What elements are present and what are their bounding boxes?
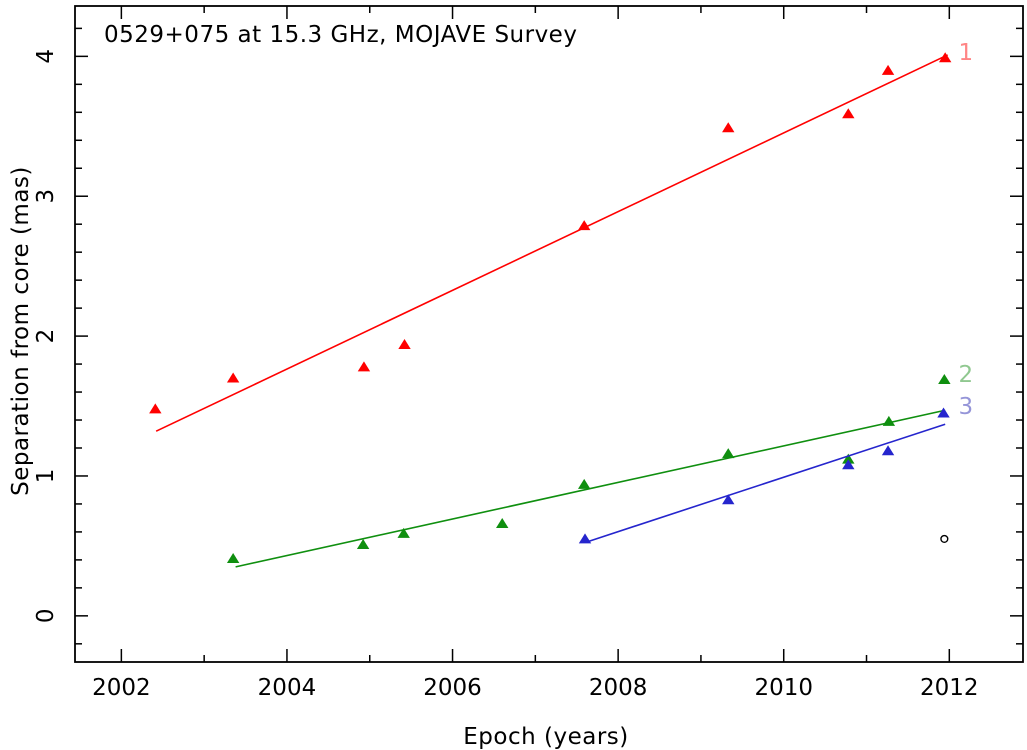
y-tick-label: 4 — [33, 49, 59, 64]
x-tick-label: 2002 — [92, 675, 151, 701]
component-1-marker — [842, 108, 855, 119]
component-1-marker — [881, 64, 895, 75]
component-2-marker — [496, 518, 509, 529]
component-2-fit-line — [235, 409, 946, 568]
component-2-marker — [577, 478, 591, 489]
component-1-marker — [357, 361, 371, 372]
component-2-marker — [882, 415, 896, 426]
component-1-marker — [398, 338, 411, 349]
y-tick-label: 3 — [33, 189, 59, 204]
unlabeled-component-marker — [940, 534, 949, 544]
component-1-marker — [577, 220, 591, 231]
x-axis-title: Epoch (years) — [463, 724, 629, 750]
x-tick-label: 2008 — [589, 675, 648, 701]
component-2-marker — [842, 453, 855, 464]
y-tick-label: 0 — [33, 609, 59, 624]
component-1-marker — [722, 122, 735, 133]
chart-title: 0529+075 at 15.3 GHz, MOJAVE Survey — [104, 22, 578, 48]
component-3-marker — [578, 533, 592, 544]
x-tick-label: 2006 — [423, 675, 482, 701]
component-1-fit-line — [155, 54, 949, 432]
y-tick-label: 2 — [33, 329, 59, 344]
y-tick-label: 1 — [33, 469, 59, 484]
component-2-label: 2 — [959, 362, 974, 388]
component-3-fit-line — [587, 423, 946, 543]
component-1-marker — [226, 372, 240, 383]
component-3-marker — [842, 459, 855, 470]
component-2-marker — [356, 539, 370, 550]
x-tick-label: 2010 — [754, 675, 813, 701]
component-1-marker — [149, 403, 162, 414]
component-3-marker — [722, 494, 735, 505]
component-2-marker — [938, 373, 951, 384]
component-3-label: 3 — [959, 394, 974, 420]
y-axis-title: Separation from core (mas) — [8, 166, 34, 496]
x-tick-label: 2004 — [258, 675, 317, 701]
component-3-marker — [937, 407, 950, 418]
component-2-marker — [397, 527, 410, 538]
component-1-marker — [938, 52, 952, 63]
component-2-marker — [722, 448, 735, 459]
component-3-marker — [881, 445, 895, 456]
plot-frame — [74, 5, 1024, 663]
component-1-label: 1 — [959, 40, 974, 66]
x-tick-label: 2012 — [920, 675, 979, 701]
component-2-marker — [226, 552, 240, 563]
